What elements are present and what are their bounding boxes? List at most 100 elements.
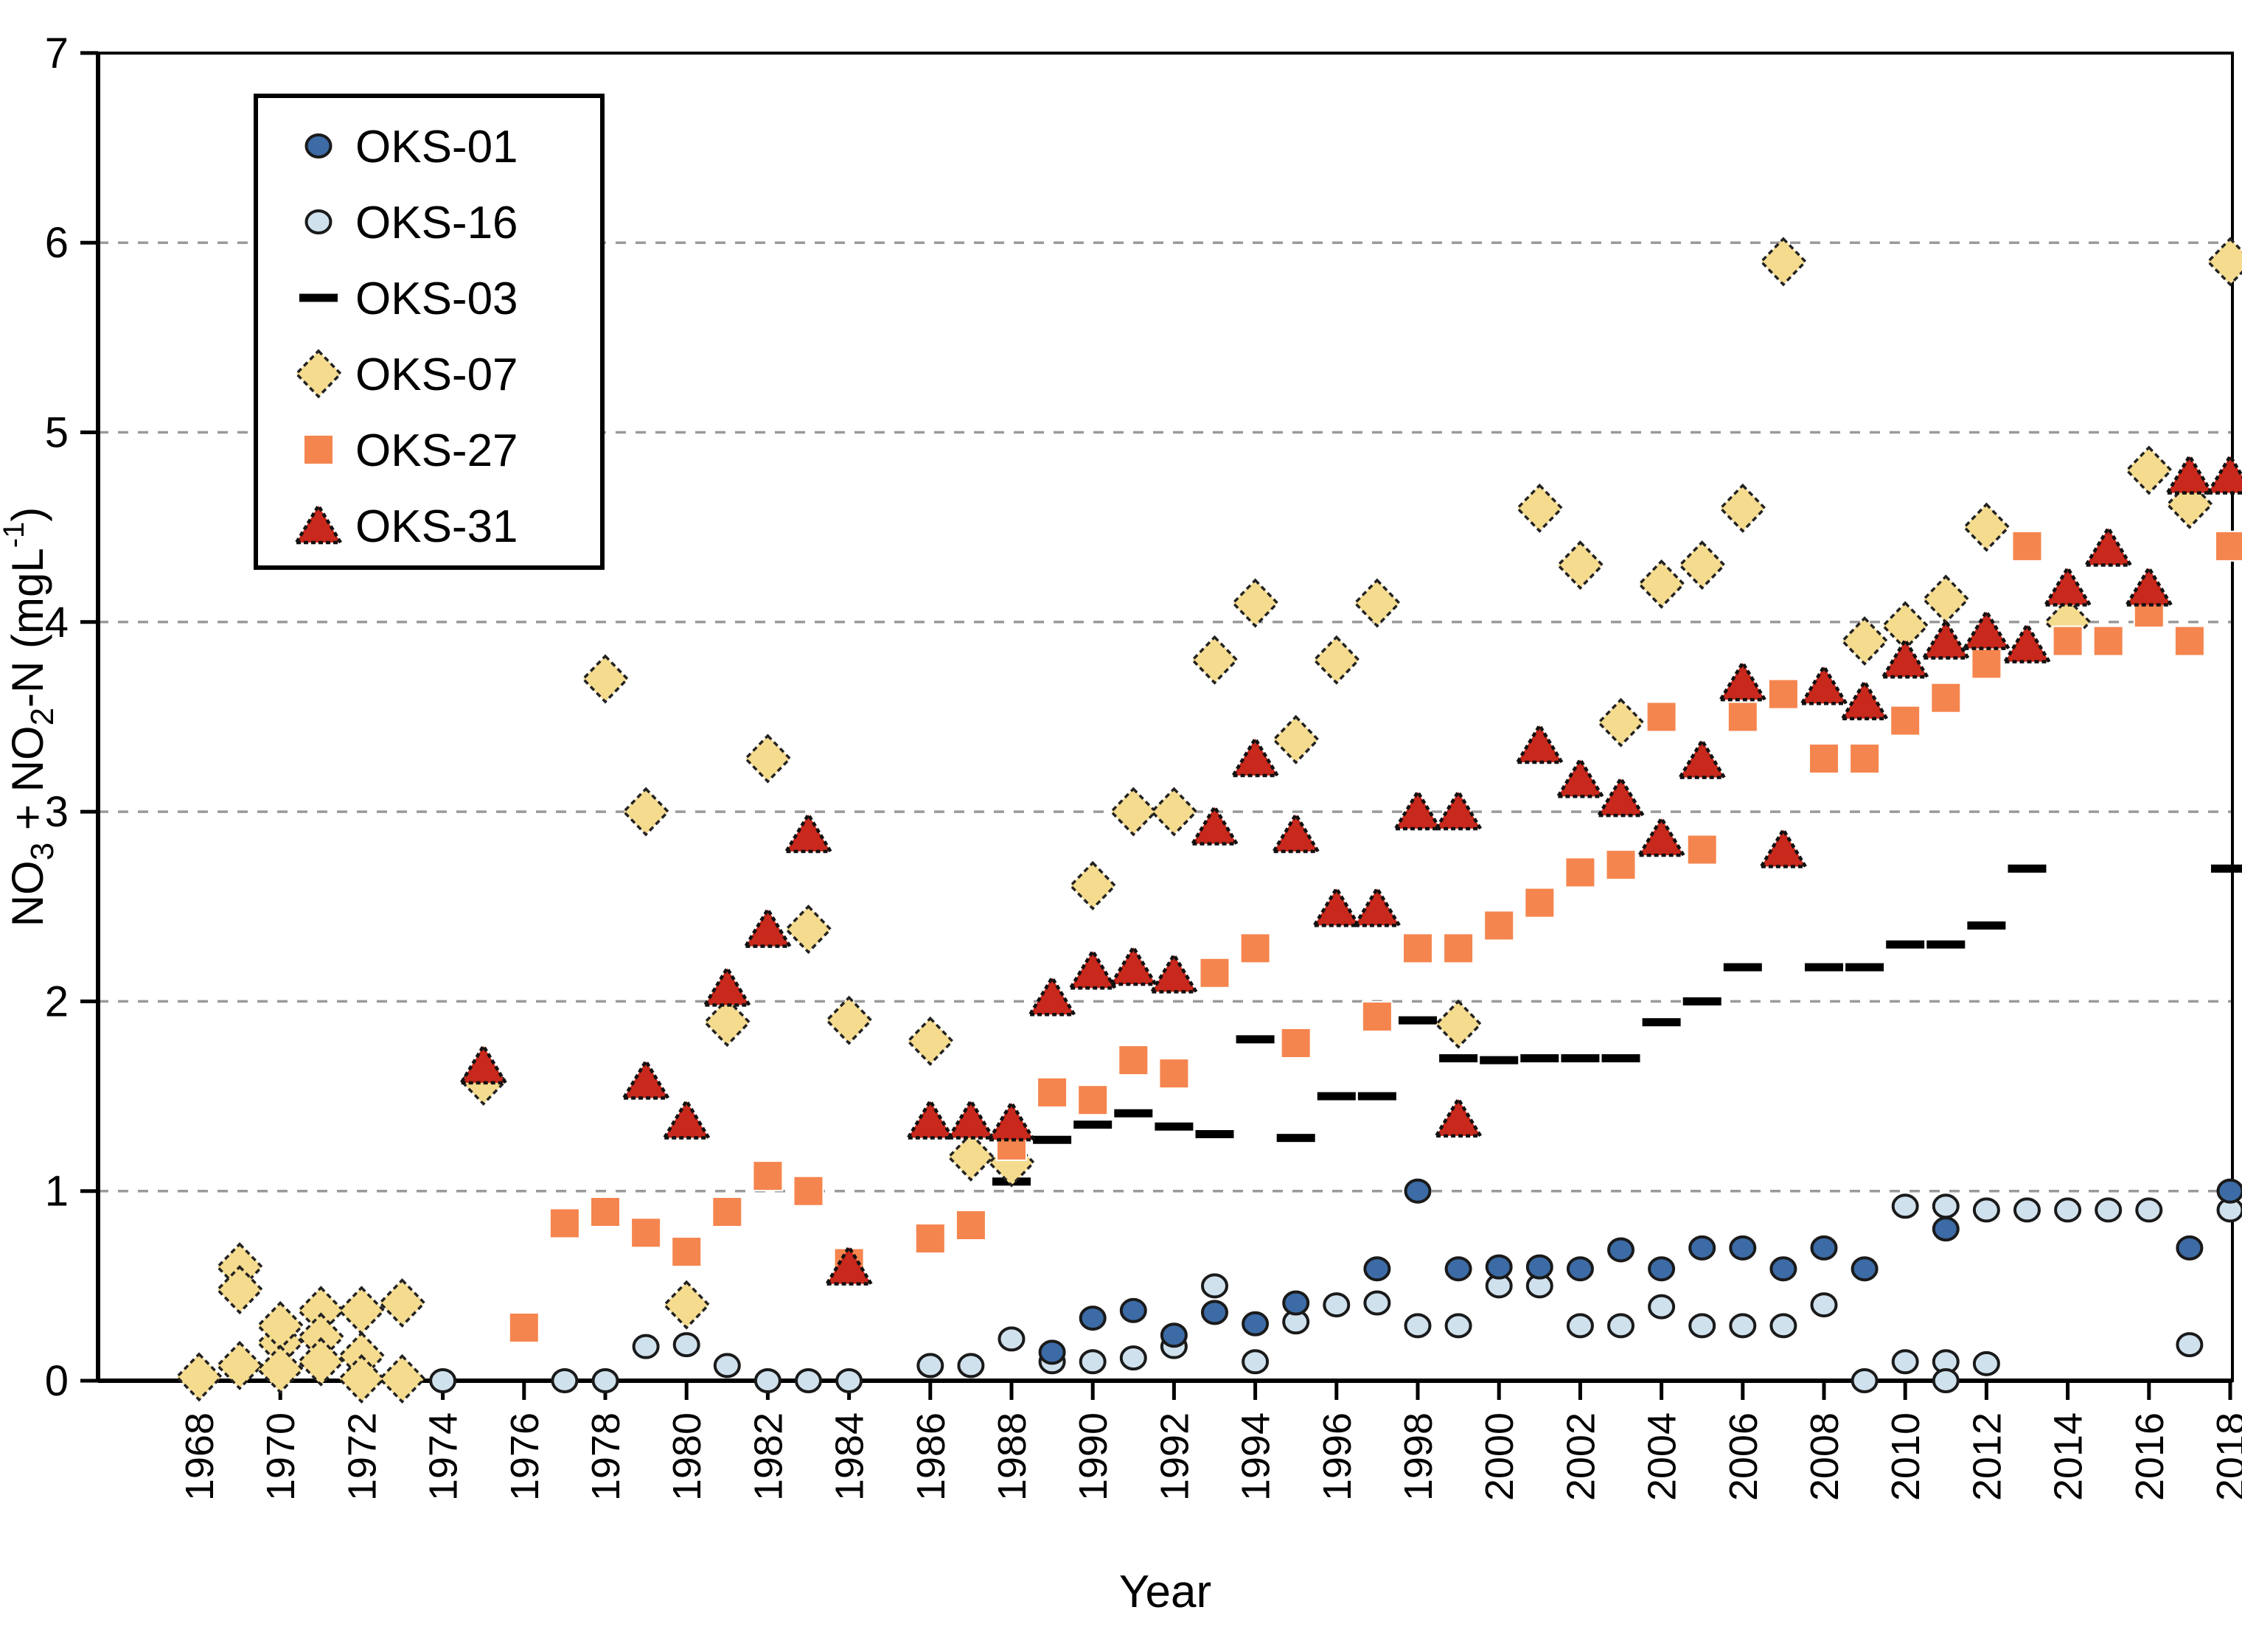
data-point-oks-16 [1932, 1193, 1960, 1219]
data-point-oks-16 [591, 1368, 619, 1393]
data-point-oks-27 [793, 1175, 824, 1207]
data-point-oks-16 [1079, 1349, 1107, 1375]
x-tick-label-2014: 2014 [2047, 1412, 2091, 1501]
data-point-oks-31 [906, 1099, 955, 1140]
data-point-oks-07 [1434, 999, 1483, 1049]
data-point-oks-03 [1926, 940, 1966, 949]
data-point-oks-01 [2176, 1235, 2204, 1261]
data-point-oks-31 [703, 966, 751, 1007]
data-point-oks-07 [947, 1132, 995, 1182]
x-tick-label-1972: 1972 [340, 1412, 384, 1501]
dash-legend-icon [299, 293, 338, 302]
data-point-oks-07 [2206, 237, 2242, 287]
data-point-oks-01 [1038, 1339, 1066, 1365]
data-point-oks-07 [1353, 578, 1402, 628]
data-point-oks-07 [906, 1016, 955, 1066]
data-point-oks-16 [835, 1368, 863, 1393]
data-point-oks-07 [784, 905, 832, 955]
data-point-oks-16 [1323, 1292, 1351, 1318]
data-point-oks-27 [1239, 933, 1271, 964]
data-point-oks-27 [1118, 1045, 1149, 1076]
data-point-oks-16 [1444, 1313, 1472, 1339]
data-point-oks-07 [1962, 502, 2011, 552]
series-oks-01 [1038, 1178, 2242, 1365]
data-point-oks-31 [1963, 610, 2011, 650]
data-point-oks-31 [1840, 680, 1889, 721]
y-tick-label-0: 0 [45, 1357, 69, 1405]
data-point-oks-31 [744, 907, 792, 948]
data-point-oks-16 [1688, 1313, 1716, 1339]
data-point-oks-16 [713, 1353, 741, 1379]
data-point-oks-31 [1110, 945, 1157, 986]
data-point-oks-27 [2215, 530, 2242, 562]
data-point-oks-27 [955, 1210, 986, 1241]
data-point-oks-31 [662, 1099, 711, 1140]
data-point-oks-27 [1158, 1058, 1190, 1090]
data-point-oks-27 [549, 1207, 580, 1239]
legend-label: OKS-03 [355, 273, 518, 324]
data-point-oks-27 [1402, 933, 1433, 964]
data-point-oks-16 [1932, 1368, 1960, 1393]
data-point-oks-27 [2052, 625, 2083, 657]
data-point-oks-03 [1723, 963, 1762, 972]
series-oks-03 [992, 864, 2242, 1186]
data-point-oks-01 [1607, 1237, 1634, 1263]
axis-labels: 0 1 2 3 4 5 6 7 1968 1970 1972 1974 1976 1978 1980 1982… [0, 29, 2242, 1617]
data-point-oks-16 [998, 1326, 1026, 1352]
data-point-oks-01 [1566, 1256, 1594, 1282]
data-point-oks-27 [1361, 1000, 1393, 1032]
data-point-oks-16 [1769, 1313, 1797, 1339]
data-point-oks-03 [1682, 997, 1721, 1006]
x-tick-label-2010: 2010 [1884, 1412, 1928, 1501]
x-tick-label-1976: 1976 [503, 1412, 547, 1501]
data-point-oks-07 [215, 1264, 264, 1315]
legend-item-oks-16: OKS-16 [304, 198, 518, 248]
data-point-oks-27 [1727, 701, 1758, 733]
x-tick-label-1984: 1984 [828, 1412, 872, 1501]
data-point-oks-27 [2011, 530, 2043, 562]
data-point-oks-27 [914, 1223, 946, 1255]
data-point-oks-01 [1444, 1256, 1472, 1282]
x-tick-label-1992: 1992 [1152, 1412, 1197, 1501]
data-point-oks-27 [1280, 1028, 1312, 1059]
data-point-oks-01 [1201, 1300, 1228, 1325]
data-point-oks-03 [1886, 940, 1925, 949]
data-point-oks-31 [1637, 816, 1685, 857]
data-point-oks-31 [2206, 454, 2242, 495]
data-point-oks-01 [1282, 1290, 1310, 1316]
data-point-oks-01 [1648, 1256, 1676, 1282]
data-point-oks-01 [1525, 1254, 1553, 1280]
data-point-oks-31 [947, 1099, 995, 1140]
data-point-oks-07 [1149, 787, 1198, 837]
data-point-oks-16 [916, 1353, 944, 1379]
data-point-oks-16 [632, 1334, 660, 1359]
data-point-oks-01 [1932, 1216, 1960, 1242]
data-point-oks-07 [1637, 559, 1686, 609]
data-point-oks-27 [1443, 933, 1475, 964]
data-point-oks-31 [1597, 776, 1645, 818]
data-point-oks-16 [1851, 1368, 1879, 1393]
x-tick-label-2008: 2008 [1803, 1412, 1847, 1501]
data-point-oks-07 [1840, 616, 1889, 666]
x-tick-label-1968: 1968 [178, 1412, 222, 1501]
x-tick-label-2006: 2006 [1721, 1412, 1766, 1501]
data-point-oks-07 [1109, 787, 1157, 837]
data-point-oks-16 [1972, 1197, 2000, 1223]
data-point-oks-31 [2125, 566, 2173, 607]
y-tick-label-2: 2 [45, 977, 69, 1025]
data-point-oks-03 [1845, 963, 1884, 972]
data-point-oks-31 [459, 1044, 507, 1085]
y-tick-label-5: 5 [45, 409, 69, 457]
data-point-oks-27 [2173, 625, 2205, 657]
legend-item-oks-31: OKS-31 [294, 501, 518, 552]
data-point-oks-07 [743, 733, 792, 784]
data-point-oks-07 [1515, 483, 1564, 533]
data-point-oks-27 [671, 1236, 703, 1268]
data-point-oks-03 [1317, 1092, 1356, 1101]
data-point-oks-07 [215, 1340, 264, 1390]
x-tick-label-2012: 2012 [1965, 1412, 2009, 1501]
data-point-oks-16 [753, 1368, 781, 1393]
series-oks-07 [175, 237, 2242, 1404]
data-point-oks-07 [1921, 574, 1970, 624]
data-point-oks-03 [1967, 921, 2006, 930]
